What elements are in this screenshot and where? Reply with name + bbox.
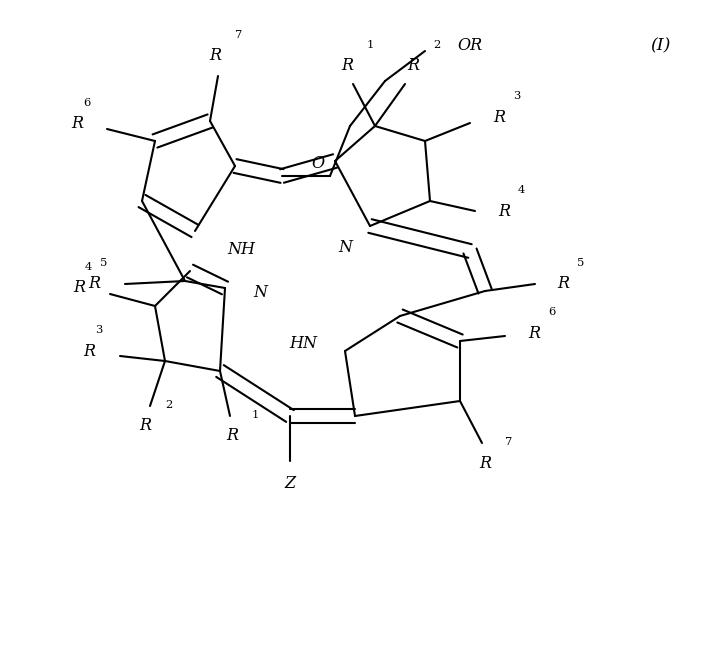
Text: 4: 4 bbox=[85, 262, 92, 272]
Text: 3: 3 bbox=[513, 91, 521, 101]
Text: O: O bbox=[311, 155, 325, 173]
Text: 6: 6 bbox=[548, 307, 555, 317]
Text: R: R bbox=[407, 58, 419, 75]
Text: 7: 7 bbox=[235, 30, 242, 40]
Text: N: N bbox=[338, 239, 352, 256]
Text: 7: 7 bbox=[505, 437, 513, 447]
Text: 5: 5 bbox=[577, 258, 584, 268]
Text: R: R bbox=[209, 47, 221, 64]
Text: 4: 4 bbox=[518, 185, 526, 195]
Text: 6: 6 bbox=[83, 98, 90, 108]
Text: NH: NH bbox=[227, 241, 255, 258]
Text: R: R bbox=[83, 342, 95, 359]
Text: N: N bbox=[253, 285, 267, 302]
Text: (I): (I) bbox=[650, 37, 670, 54]
Text: 1: 1 bbox=[252, 410, 260, 420]
Text: Z: Z bbox=[285, 474, 295, 491]
Text: R: R bbox=[479, 455, 491, 472]
Text: OR: OR bbox=[457, 37, 482, 54]
Text: R: R bbox=[73, 279, 85, 297]
Text: R: R bbox=[493, 108, 505, 125]
Text: 1: 1 bbox=[367, 40, 374, 50]
Text: R: R bbox=[341, 58, 353, 75]
Text: R: R bbox=[498, 203, 510, 220]
Text: R: R bbox=[557, 276, 569, 293]
Text: R: R bbox=[139, 417, 151, 434]
Text: HN: HN bbox=[289, 335, 317, 352]
Text: 2: 2 bbox=[165, 400, 172, 410]
Text: 5: 5 bbox=[100, 258, 108, 268]
Text: R: R bbox=[88, 276, 100, 293]
Text: R: R bbox=[71, 115, 83, 133]
Text: 2: 2 bbox=[433, 40, 440, 50]
Text: R: R bbox=[226, 428, 238, 445]
Text: 3: 3 bbox=[95, 325, 103, 335]
Text: R: R bbox=[528, 325, 540, 342]
